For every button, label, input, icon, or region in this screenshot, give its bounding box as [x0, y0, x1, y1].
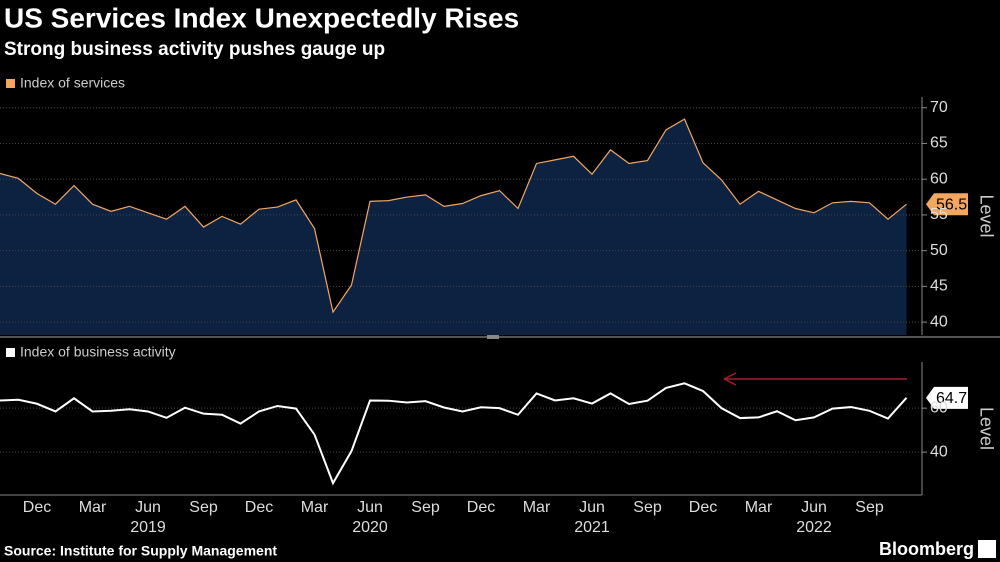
y-tick-label: 70 — [930, 99, 948, 116]
y-tick-label: 40 — [930, 313, 948, 330]
value-label-box — [926, 193, 968, 216]
x-tick-label: Jun — [801, 499, 827, 516]
x-tick-label: Jun — [135, 499, 161, 516]
y-tick-label: 50 — [930, 242, 948, 259]
x-tick-label: Sep — [633, 499, 662, 516]
chart-title: US Services Index Unexpectedly Rises — [4, 2, 519, 33]
x-tick-label: Dec — [245, 499, 273, 516]
x-tick-label: Mar — [79, 499, 107, 516]
value-label: 56.5 — [936, 196, 967, 213]
x-tick-label: Sep — [189, 499, 218, 516]
x-year-label: 2019 — [130, 519, 166, 536]
y-axis-label: Level — [976, 407, 996, 450]
source: Source: Institute for Supply Management — [4, 543, 277, 559]
y-tick-label: 65 — [930, 135, 948, 152]
y-tick-label: 55 — [930, 206, 948, 223]
value-label: 64.7 — [936, 390, 967, 407]
brand-icon — [978, 540, 996, 558]
y-tick-label: 45 — [930, 278, 948, 295]
x-tick-label: Dec — [467, 499, 495, 516]
x-tick-label: Jun — [579, 499, 605, 516]
legend-swatch — [6, 79, 15, 88]
x-tick-label: Sep — [411, 499, 440, 516]
x-year-label: 2021 — [574, 519, 610, 536]
x-year-label: 2022 — [796, 519, 832, 536]
separator-handle — [487, 335, 499, 339]
x-tick-label: Sep — [855, 499, 884, 516]
legend-swatch — [6, 348, 15, 357]
x-tick-label: Mar — [523, 499, 551, 516]
y-tick-label: 40 — [930, 443, 948, 460]
line — [0, 382, 908, 486]
y-tick-label: 60 — [930, 399, 948, 416]
value-label-box — [926, 386, 968, 409]
x-year-label: 2020 — [352, 519, 388, 536]
x-tick-label: Dec — [689, 499, 717, 516]
area — [0, 119, 907, 335]
y-tick-label: 60 — [930, 170, 948, 187]
chart-subtitle: Strong business activity pushes gauge up — [4, 39, 385, 60]
x-tick-label: Mar — [745, 499, 773, 516]
y-axis-label: Level — [976, 194, 996, 237]
line — [0, 118, 907, 314]
x-tick-label: Mar — [301, 499, 329, 516]
brand: Bloomberg — [879, 539, 974, 559]
legend-label: Index of business activity — [20, 344, 176, 360]
arrow-head — [723, 372, 737, 386]
x-tick-label: Dec — [23, 499, 51, 516]
legend-label: Index of services — [20, 75, 125, 91]
x-tick-label: Jun — [357, 499, 383, 516]
